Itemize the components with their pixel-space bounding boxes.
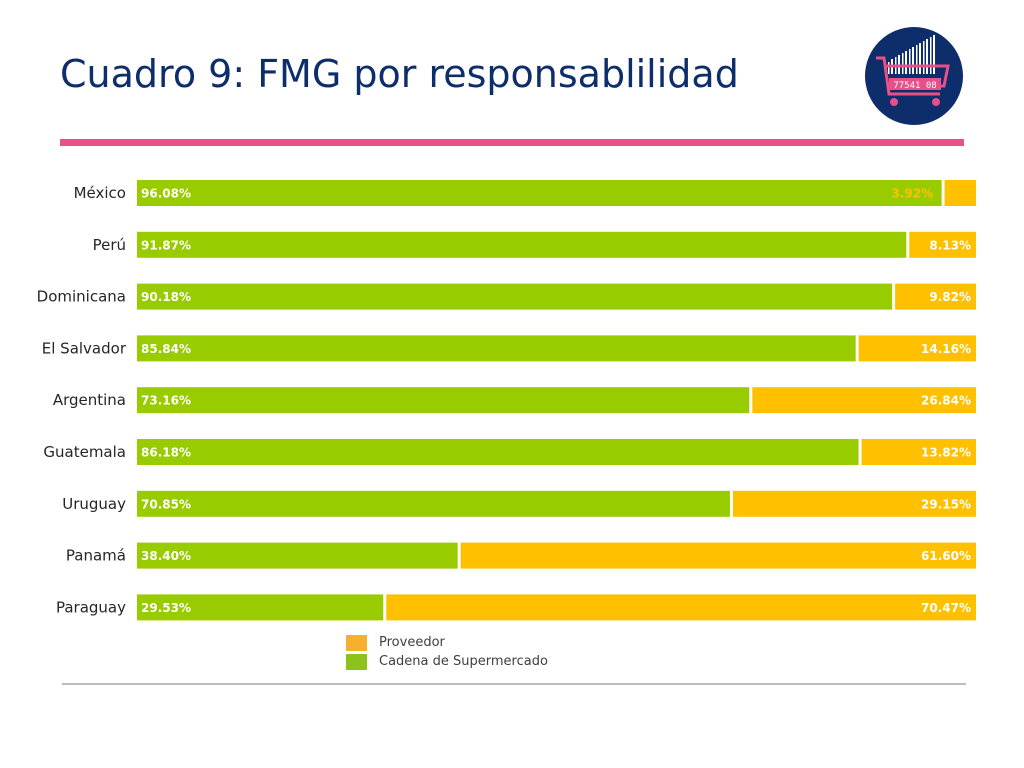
value-label-proveedor-el-salvador: 14.16% [921, 342, 971, 356]
value-label-supermercado-mexico: 96.08% [141, 187, 191, 201]
slide-title: Cuadro 9: FMG por responsablilidad [60, 52, 739, 96]
bar-proveedor-peru [909, 231, 976, 258]
value-label-proveedor-uruguay: 29.15% [921, 497, 971, 511]
bar-supermercado-mexico [137, 180, 942, 206]
bottom-divider [62, 683, 966, 685]
value-label-proveedor-peru: 8.13% [929, 238, 971, 252]
value-label-supermercado-peru: 91.87% [141, 238, 191, 252]
bar-supermercado-guatemala [137, 439, 859, 465]
bar-supermercado-paraguay [137, 594, 384, 621]
category-label-paraguay: Paraguay [56, 598, 126, 616]
bar-proveedor-paraguay [386, 594, 976, 621]
value-label-supermercado-guatemala: 86.18% [141, 446, 191, 460]
shopping-cart-barcode-icon: 77541 08 [865, 27, 963, 125]
accent-divider [60, 139, 964, 146]
bar-proveedor-el-salvador [858, 335, 976, 362]
barcode-text: 77541 08 [893, 81, 936, 91]
value-label-supermercado-uruguay: 70.85% [141, 497, 191, 511]
category-label-dominicana: Dominicana [37, 288, 126, 306]
bar-supermercado-dominicana [137, 283, 893, 310]
value-label-proveedor-dominicana: 9.82% [929, 290, 971, 304]
bar-proveedor-argentina [752, 387, 976, 414]
bar-proveedor-mexico [944, 180, 976, 206]
legend-item-proveedor: Proveedor [346, 633, 548, 652]
category-label-panama: Panamá [66, 547, 126, 565]
legend-item-supermercado: Cadena de Supermercado [346, 652, 548, 671]
value-label-supermercado-paraguay: 29.53% [141, 601, 191, 615]
value-label-proveedor-panama: 61.60% [921, 549, 971, 563]
category-label-peru: Perú [93, 236, 126, 254]
bar-supermercado-el-salvador [137, 335, 856, 362]
bar-proveedor-guatemala [861, 439, 976, 465]
legend-swatch-supermercado [346, 653, 367, 670]
legend-swatch-proveedor [346, 634, 367, 651]
legend-label-supermercado: Cadena de Supermercado [379, 654, 548, 669]
legend-label-proveedor: Proveedor [379, 635, 445, 650]
value-label-proveedor-mexico: 3.92% [891, 187, 933, 201]
bar-supermercado-argentina [137, 387, 750, 414]
value-label-supermercado-dominicana: 90.18% [141, 290, 191, 304]
bar-supermercado-peru [137, 231, 907, 258]
value-label-supermercado-el-salvador: 85.84% [141, 342, 191, 356]
bar-proveedor-dominicana [895, 283, 976, 310]
category-label-mexico: México [74, 184, 126, 202]
category-label-guatemala: Guatemala [43, 443, 126, 461]
bar-supermercado-uruguay [137, 490, 730, 517]
chart-legend: Proveedor Cadena de Supermercado [346, 633, 548, 671]
bar-proveedor-panama [460, 542, 976, 569]
category-label-el-salvador: El Salvador [42, 339, 127, 357]
value-label-supermercado-argentina: 73.16% [141, 394, 191, 408]
category-label-argentina: Argentina [53, 391, 126, 409]
value-label-proveedor-argentina: 26.84% [921, 394, 971, 408]
value-label-supermercado-panama: 38.40% [141, 549, 191, 563]
value-label-proveedor-paraguay: 70.47% [921, 601, 971, 615]
bar-supermercado-panama [137, 542, 458, 569]
category-label-uruguay: Uruguay [62, 495, 126, 513]
bar-proveedor-uruguay [732, 490, 976, 517]
value-label-proveedor-guatemala: 13.82% [921, 446, 971, 460]
